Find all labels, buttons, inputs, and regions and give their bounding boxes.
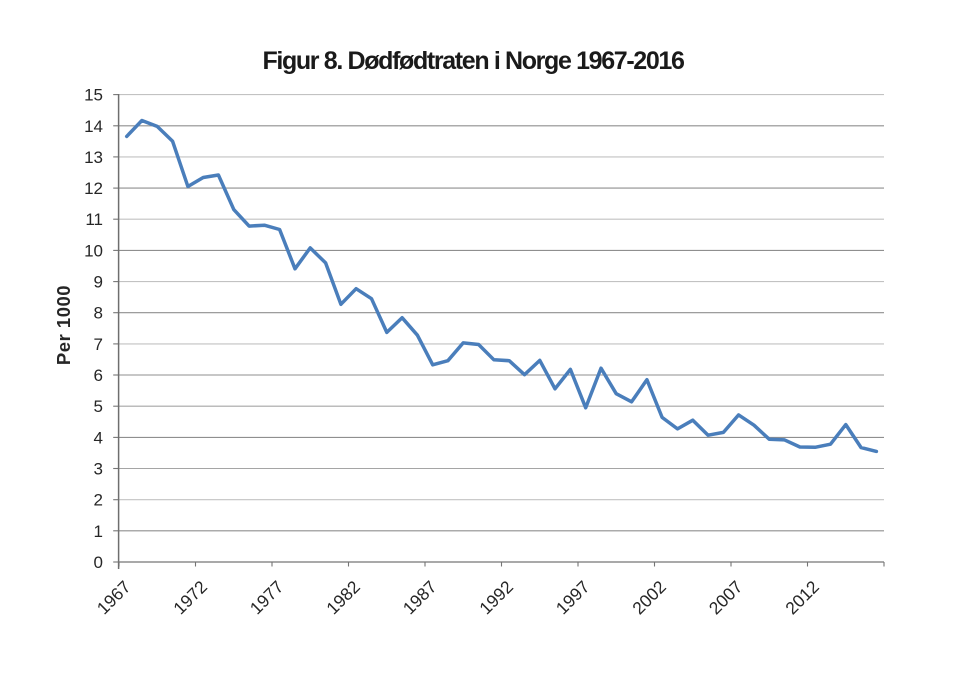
svg-text:11: 11 — [85, 210, 103, 229]
svg-text:0: 0 — [94, 553, 103, 572]
svg-text:15: 15 — [84, 86, 103, 105]
svg-text:14: 14 — [84, 117, 103, 136]
svg-text:6: 6 — [94, 366, 103, 385]
svg-text:Figur 8. Dødfødtraten i Norge: Figur 8. Dødfødtraten i Norge 1967-2016 — [262, 47, 684, 75]
svg-text:9: 9 — [94, 273, 103, 292]
svg-text:Per 1000: Per 1000 — [53, 285, 74, 365]
svg-text:2: 2 — [94, 491, 103, 510]
svg-text:8: 8 — [94, 304, 103, 323]
svg-text:1: 1 — [94, 522, 103, 541]
svg-text:12: 12 — [84, 179, 103, 198]
svg-text:13: 13 — [84, 148, 103, 167]
svg-text:4: 4 — [94, 428, 103, 447]
svg-text:3: 3 — [94, 460, 103, 479]
svg-text:10: 10 — [84, 241, 103, 260]
svg-text:5: 5 — [94, 397, 103, 416]
svg-text:7: 7 — [94, 335, 103, 354]
